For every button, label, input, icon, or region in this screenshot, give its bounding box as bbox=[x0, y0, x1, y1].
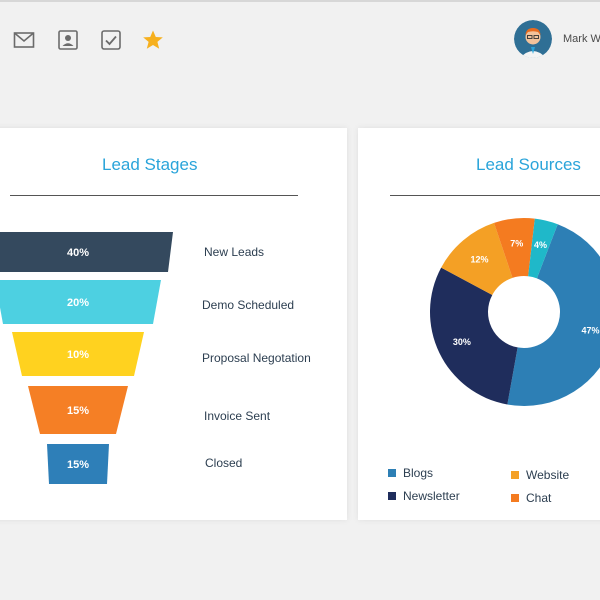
legend-item[interactable]: Newsletter bbox=[388, 489, 460, 503]
stage-label: Invoice Sent bbox=[204, 409, 271, 423]
donut-slice[interactable] bbox=[430, 267, 518, 405]
legend-label: Newsletter bbox=[403, 489, 460, 503]
stage-label: Closed bbox=[205, 456, 243, 470]
checkbox-icon[interactable] bbox=[99, 28, 123, 52]
stage-label: Demo Scheduled bbox=[202, 298, 295, 312]
donut-slice-label: 12% bbox=[470, 254, 488, 264]
donut-slice[interactable] bbox=[494, 218, 535, 278]
legend-label: Chat bbox=[526, 491, 552, 505]
funnel-value-label: 15% bbox=[67, 405, 89, 417]
legend-swatch bbox=[388, 468, 396, 477]
funnel-segment[interactable] bbox=[12, 332, 144, 376]
legend-swatch bbox=[511, 493, 519, 502]
stage-label: New Leads bbox=[204, 245, 265, 259]
lead-stages-title: Lead Stages bbox=[102, 155, 198, 174]
funnel-segment[interactable] bbox=[47, 444, 109, 484]
donut-slice[interactable] bbox=[528, 218, 558, 279]
legend-item[interactable]: Chat bbox=[511, 491, 551, 505]
donut-slice-label: 7% bbox=[510, 238, 523, 248]
donut-slice[interactable] bbox=[441, 222, 513, 295]
star-icon[interactable] bbox=[141, 28, 165, 52]
donut-slice-label: 30% bbox=[453, 337, 471, 347]
lead-sources-title: Lead Sources bbox=[476, 155, 581, 174]
legend-swatch bbox=[388, 491, 396, 500]
lead-stages-card: Lead Stages 40% 20% 10% 15% 15% New Leads Dem… bbox=[0, 128, 347, 520]
donut-slice-label: 4% bbox=[534, 240, 547, 250]
legend-item[interactable]: Website bbox=[511, 468, 569, 482]
donut-chart: 47% 30% 12% 7% 4% bbox=[430, 218, 600, 406]
funnel-value-label: 20% bbox=[67, 297, 89, 309]
legend-item[interactable]: Blogs bbox=[388, 466, 433, 480]
contact-card-icon[interactable] bbox=[56, 28, 80, 52]
title-divider bbox=[10, 195, 298, 196]
funnel-segment[interactable] bbox=[0, 232, 173, 272]
avatar[interactable] bbox=[514, 20, 552, 58]
mail-icon[interactable] bbox=[12, 28, 36, 52]
funnel-segment[interactable] bbox=[28, 386, 128, 434]
funnel-segment[interactable] bbox=[0, 280, 161, 324]
stage-label: Proposal Negotation bbox=[202, 351, 311, 365]
lead-sources-card: Lead Sources 47% 30% 12% 7% 4% Blogs Website N… bbox=[358, 128, 600, 520]
donut-slice[interactable] bbox=[507, 224, 600, 406]
legend-swatch bbox=[511, 470, 519, 479]
title-divider bbox=[390, 195, 600, 196]
legend-label: Website bbox=[526, 468, 570, 482]
funnel-chart: 40% 20% 10% 15% 15% bbox=[0, 232, 173, 484]
legend-label: Blogs bbox=[403, 466, 434, 480]
funnel-value-label: 40% bbox=[67, 247, 89, 259]
funnel-value-label: 10% bbox=[67, 349, 89, 361]
top-toolbar: Mark W bbox=[0, 0, 600, 78]
user-name[interactable]: Mark W bbox=[563, 33, 600, 45]
funnel-value-label: 15% bbox=[67, 459, 89, 471]
donut-slice-label: 47% bbox=[581, 326, 599, 336]
